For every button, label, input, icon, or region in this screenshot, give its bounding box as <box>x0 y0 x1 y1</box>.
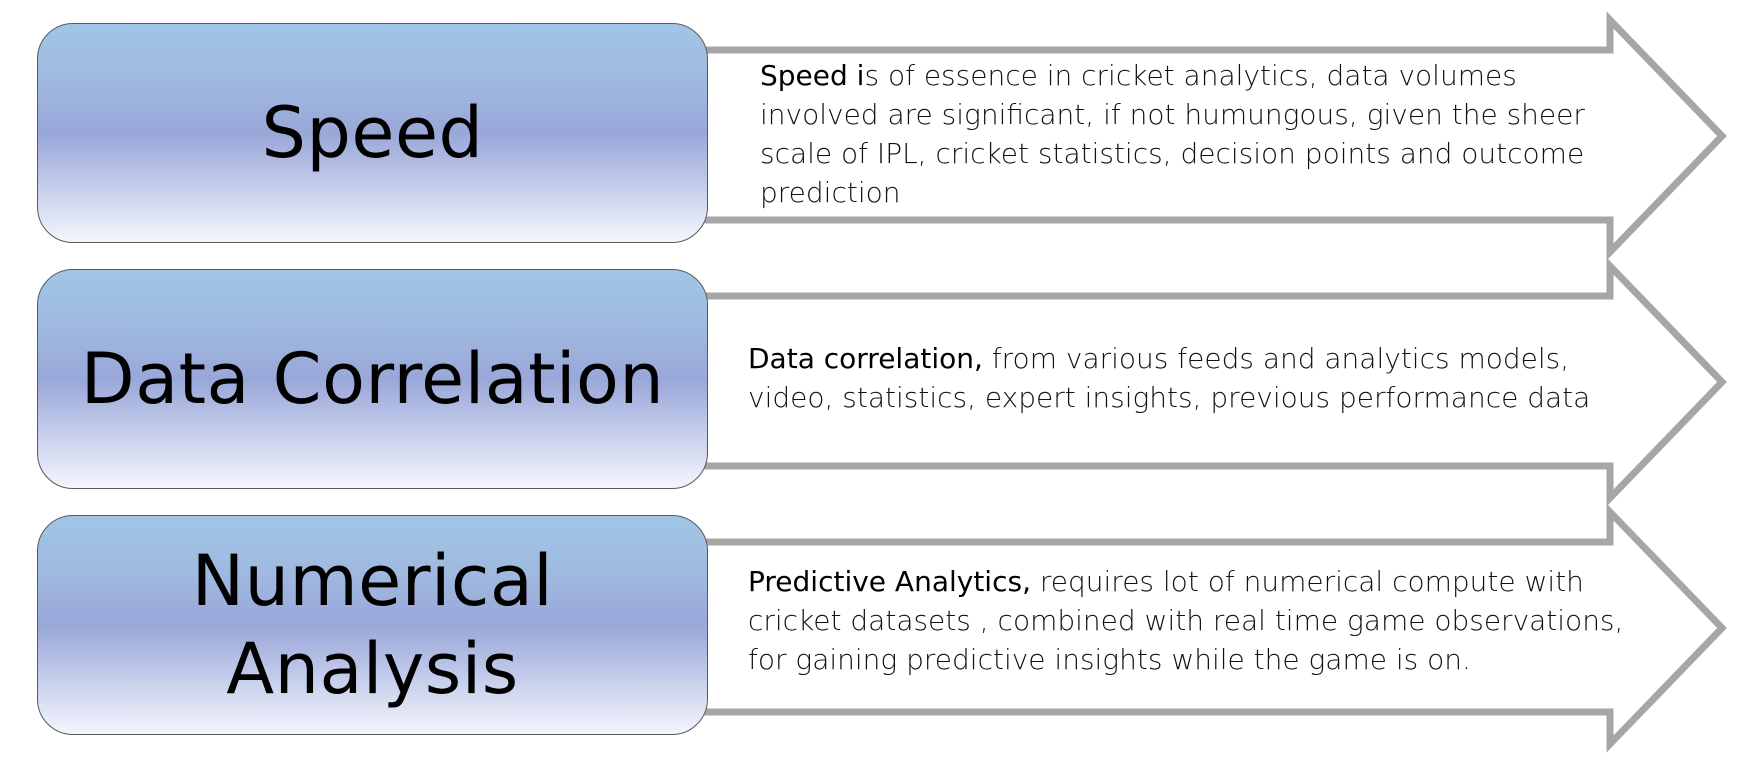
label-text: Speed <box>261 92 484 174</box>
diagram-row-data-correlation: Data Correlation Data correlation, from … <box>0 257 1748 507</box>
description-text: Data correlation, from various feeds and… <box>748 339 1628 417</box>
label-box-speed: Speed <box>37 23 708 243</box>
description-body: from various feeds and analytics models,… <box>748 342 1591 414</box>
diagram-row-numerical-analysis: Numerical Analysis Predictive Analytics,… <box>0 503 1748 753</box>
description-text: Speed is of essence in cricket analytics… <box>760 56 1620 212</box>
description-body: s of essence in cricket analytics, data … <box>760 59 1585 209</box>
label-box-numerical-analysis: Numerical Analysis <box>37 515 708 735</box>
label-box-data-correlation: Data Correlation <box>37 269 708 489</box>
description-lead: Predictive Analytics, <box>748 565 1031 598</box>
description-text: Predictive Analytics, requires lot of nu… <box>748 562 1648 679</box>
label-text: Numerical Analysis <box>191 540 554 710</box>
label-text: Data Correlation <box>80 338 665 420</box>
description-lead: Speed i <box>760 59 865 92</box>
description-lead: Data correlation, <box>748 342 983 375</box>
diagram-row-speed: Speed Speed is of essence in cricket ana… <box>0 11 1748 261</box>
description-body: requires lot of numerical compute with c… <box>748 565 1624 676</box>
arrow-shape <box>696 11 1727 261</box>
arrow-shape <box>696 503 1727 753</box>
arrow-shape <box>696 257 1727 507</box>
